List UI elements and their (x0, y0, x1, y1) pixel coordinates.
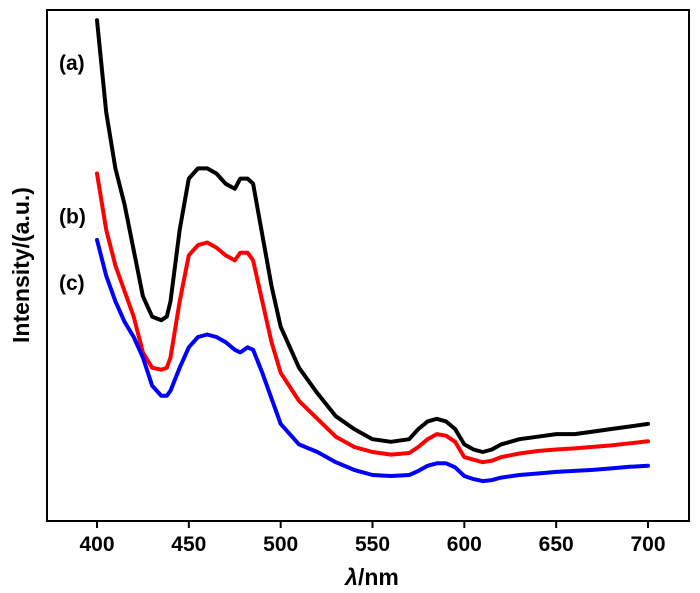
series-label-c: (c) (59, 272, 85, 295)
series-label-a: (a) (59, 52, 85, 75)
series-label-b: (b) (59, 206, 86, 229)
x-axis-ticks: 400 450 500 550 600 650 700 (79, 521, 666, 556)
x-tick-label: 500 (263, 533, 298, 556)
x-tick-label: 700 (630, 533, 665, 556)
series-line-c (95, 237, 650, 484)
x-axis-label-unit: /nm (358, 564, 399, 590)
x-tick-label: 600 (447, 533, 482, 556)
x-axis-label-symbol: λ (343, 564, 358, 590)
series-layer (95, 18, 650, 484)
plot-frame (46, 9, 690, 522)
series-line-a (95, 18, 650, 454)
x-tick-label: 650 (539, 533, 574, 556)
x-tick-label: 400 (79, 533, 114, 556)
x-tick-label: 450 (171, 533, 206, 556)
y-axis-label: Intensity/(a.u.) (8, 187, 34, 343)
series-labels: (a) (b) (c) (59, 52, 86, 295)
x-tick-label: 550 (355, 533, 390, 556)
series-line-b (95, 171, 650, 465)
x-axis-label: λ/nm (343, 564, 399, 590)
